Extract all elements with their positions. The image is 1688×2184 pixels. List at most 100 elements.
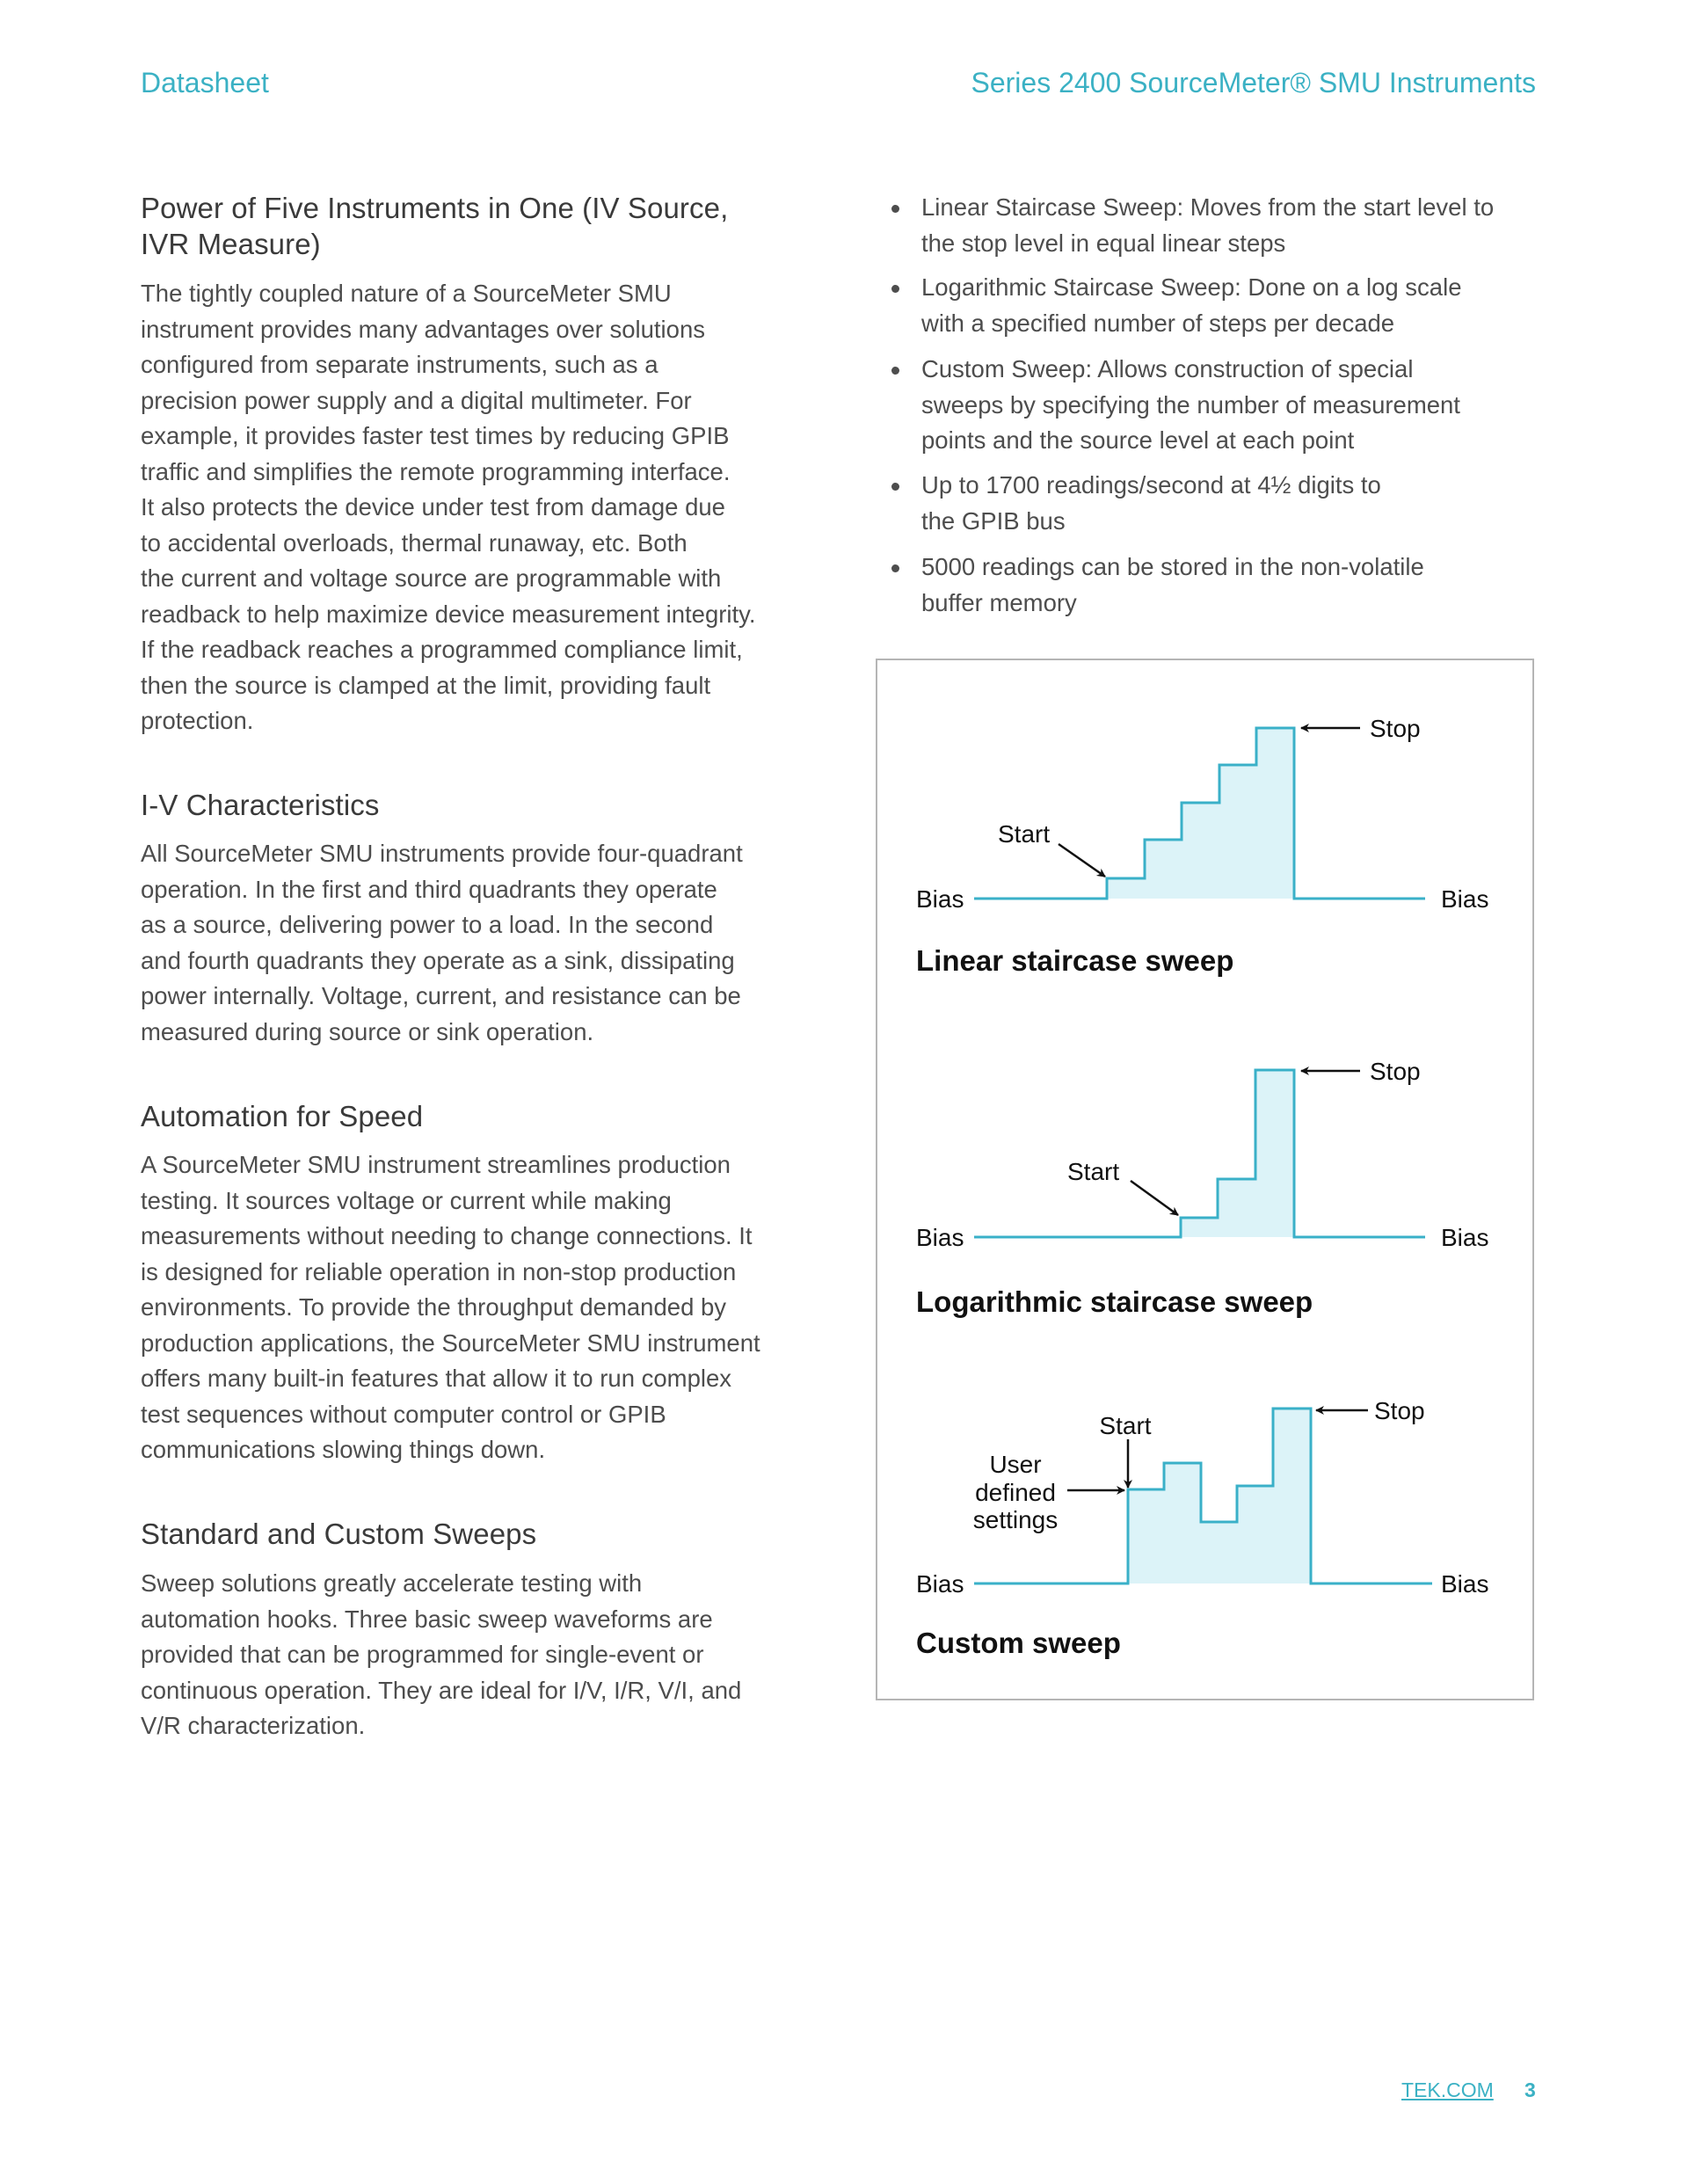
heading-line: Standard and Custom Sweeps — [141, 1518, 537, 1550]
start-arrow — [1058, 842, 1106, 878]
stop-label: Stop — [1370, 1058, 1421, 1085]
list-item-text: Logarithmic Staircase Sweep: Done on a l… — [921, 270, 1462, 341]
custom-sweep-diagram: Bias Bias Start Stop User defined settin… — [916, 1397, 1488, 1659]
paragraph-line: to accidental overloads, thermal runaway… — [141, 528, 688, 557]
paragraph-line: It also protects the device under test f… — [141, 493, 725, 521]
paragraph-line: V/R characterization. — [141, 1712, 366, 1739]
bias-left-label: Bias — [916, 885, 964, 913]
paragraph-line: precision power supply and a digital mul… — [141, 386, 692, 414]
paragraph-line: provided that can be programmed for sing… — [141, 1641, 704, 1668]
bias-right-label: Bias — [1441, 1570, 1488, 1598]
paragraph-line: test sequences without computer control … — [141, 1400, 666, 1428]
paragraph-line: instrument provides many advantages over… — [141, 315, 706, 343]
log-title: Logarithmic staircase sweep — [916, 1285, 1313, 1318]
list-item-text: Up to 1700 readings/second at 4½ digits … — [921, 468, 1381, 539]
user-defined-label-2: defined — [975, 1479, 1056, 1506]
paragraph-line: measurements without needing to change c… — [141, 1222, 753, 1249]
heading-line: I-V Characteristics — [141, 789, 380, 821]
list-item: 5000 readings can be stored in the non-v… — [888, 550, 1424, 621]
start-label: Start — [1067, 1158, 1119, 1185]
list-item-line: with a specified number of steps per dec… — [921, 309, 1395, 337]
stop-label: Stop — [1370, 715, 1421, 742]
log-waveform — [974, 1068, 1425, 1239]
paragraph-line: traffic and simplifies the remote progra… — [141, 457, 731, 485]
linear-title: Linear staircase sweep — [916, 944, 1233, 977]
paragraph-line: then the source is clamped at the limit,… — [141, 671, 711, 699]
linear-staircase-diagram: Bias Bias Start Stop Linear staircase sw… — [916, 715, 1488, 977]
paragraph-line: production applications, the SourceMeter… — [141, 1329, 760, 1357]
bias-left-label: Bias — [916, 1570, 964, 1598]
list-item: Logarithmic Staircase Sweep: Done on a l… — [888, 270, 1462, 341]
log-fill — [1181, 1070, 1294, 1237]
section-paragraph: The tightly coupled nature of a SourceMe… — [141, 276, 756, 739]
section-paragraph: Sweep solutions greatly accelerate testi… — [141, 1566, 741, 1744]
bias-right-label: Bias — [1441, 1224, 1488, 1251]
paragraph-line: is designed for reliable operation in no… — [141, 1257, 737, 1285]
sweep-diagram-frame — [876, 659, 1534, 1700]
linear-fill — [1107, 728, 1294, 899]
bias-left-label: Bias — [916, 1224, 964, 1251]
paragraph-line: All SourceMeter SMU instruments provide … — [141, 840, 743, 867]
list-item-line: Up to 1700 readings/second at 4½ digits … — [921, 471, 1381, 499]
section-heading: Standard and Custom Sweeps — [141, 1516, 536, 1552]
section-heading: Automation for Speed — [141, 1098, 423, 1134]
paragraph-line: example, it provides faster test times b… — [141, 422, 730, 449]
paragraph-line: readback to help maximize device measure… — [141, 600, 756, 628]
heading-line: Automation for Speed — [141, 1100, 424, 1132]
section-paragraph: A SourceMeter SMU instrument streamlines… — [141, 1147, 760, 1468]
list-item: Up to 1700 readings/second at 4½ digits … — [888, 468, 1381, 539]
start-label: Start — [998, 820, 1050, 848]
header-doc-type: Datasheet — [141, 67, 269, 98]
paragraph-line: The tightly coupled nature of a SourceMe… — [141, 280, 672, 307]
paragraph-line: If the readback reaches a programmed com… — [141, 636, 743, 663]
list-item-text: Custom Sweep: Allows construction of spe… — [921, 352, 1460, 459]
list-item-line: 5000 readings can be stored in the non-v… — [921, 553, 1424, 580]
page-number: 3 — [1524, 2078, 1536, 2101]
paragraph-line: power internally. Voltage, current, and … — [141, 982, 741, 1009]
log-staircase-diagram: Bias Bias Start Stop Logarithmic stairca… — [916, 1058, 1488, 1318]
list-item: Custom Sweep: Allows construction of spe… — [888, 352, 1460, 459]
list-item-line: sweeps by specifying the number of measu… — [921, 390, 1460, 419]
list-item-text: Linear Staircase Sweep: Moves from the s… — [921, 190, 1494, 261]
user-defined-label-3: settings — [973, 1506, 1059, 1533]
custom-waveform — [974, 1407, 1432, 1585]
paragraph-line: protection. — [141, 707, 254, 734]
list-item-line: Custom Sweep: Allows construction of spe… — [921, 355, 1414, 382]
paragraph-line: environments. To provide the throughput … — [141, 1293, 727, 1321]
linear-waveform — [974, 726, 1425, 900]
tek-link[interactable]: TEK.COM — [1401, 2078, 1494, 2101]
list-item-line: the stop level in equal linear steps — [921, 229, 1286, 257]
list-item-line: points and the source level at each poin… — [921, 426, 1355, 454]
start-label: Start — [1099, 1412, 1151, 1439]
bias-right-label: Bias — [1441, 885, 1488, 913]
paragraph-line: configured from separate instruments, su… — [141, 351, 658, 378]
paragraph-line: Sweep solutions greatly accelerate testi… — [141, 1569, 643, 1597]
paragraph-line: automation hooks. Three basic sweep wave… — [141, 1605, 713, 1633]
section-heading: I-V Characteristics — [141, 787, 379, 823]
user-defined-label-1: User — [989, 1451, 1041, 1478]
list-item-line: the GPIB bus — [921, 506, 1066, 535]
list-item-line: Logarithmic Staircase Sweep: Done on a l… — [921, 273, 1462, 301]
paragraph-line: as a source, delivering power to a load.… — [141, 911, 714, 938]
stop-label: Stop — [1374, 1397, 1425, 1424]
heading-line: Power of Five Instruments in One (IV Sou… — [141, 192, 729, 224]
paragraph-line: communications slowing things down. — [141, 1436, 546, 1463]
list-item-text: 5000 readings can be stored in the non-v… — [921, 550, 1424, 621]
header-product-title: Series 2400 SourceMeter® SMU Instruments — [971, 67, 1537, 98]
section-heading: Power of Five Instruments in One (IV Sou… — [141, 190, 728, 262]
custom-title: Custom sweep — [916, 1627, 1121, 1659]
paragraph-line: continuous operation. They are ideal for… — [141, 1676, 742, 1704]
paragraph-line: testing. It sources voltage or current w… — [141, 1186, 672, 1214]
list-item: Linear Staircase Sweep: Moves from the s… — [888, 190, 1494, 261]
start-arrow — [1130, 1179, 1179, 1217]
custom-fill — [1128, 1409, 1311, 1583]
paragraph-line: and fourth quadrants they operate as a s… — [141, 946, 735, 974]
paragraph-line: offers many built-in features that allow… — [141, 1365, 732, 1392]
list-item-line: Linear Staircase Sweep: Moves from the s… — [921, 193, 1495, 221]
paragraph-line: the current and voltage source are progr… — [141, 564, 722, 592]
paragraph-line: A SourceMeter SMU instrument streamlines… — [141, 1151, 731, 1178]
list-item-line: buffer memory — [921, 588, 1077, 616]
heading-line: IVR Measure) — [141, 228, 321, 260]
paragraph-line: operation. In the first and third quadra… — [141, 875, 717, 903]
